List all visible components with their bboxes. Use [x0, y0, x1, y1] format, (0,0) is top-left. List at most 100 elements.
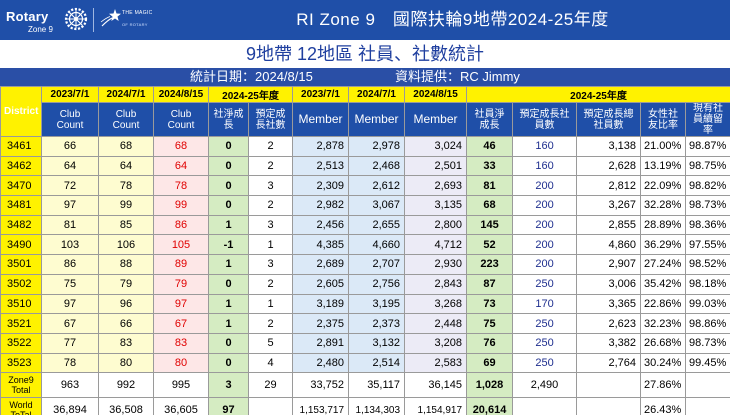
- retention-rate: 98.87%: [685, 136, 730, 157]
- member-2023: 2,878: [292, 136, 350, 157]
- total-label-line: World: [9, 400, 33, 411]
- club-count-2024-08: 89: [153, 254, 209, 275]
- club-count-2023: 86: [41, 254, 99, 275]
- member-growth-total: 3,267: [576, 195, 642, 216]
- member-2024-08: 3,268: [404, 293, 468, 315]
- total-member-2024-07: 1,134,303: [348, 397, 406, 415]
- member-2024-07: 2,655: [348, 214, 406, 236]
- total-member-goal-total: [576, 397, 642, 415]
- header-date: 2024/7/1: [348, 86, 406, 103]
- member-2023: 2,513: [292, 155, 350, 177]
- table-row: 3501 86 88 89 1 3 2,689 2,707 2,930 223 200 2,907 27…: [0, 254, 730, 275]
- header-row-columns: Club Count Club Count Club Count 社淨成長 預定…: [1, 102, 730, 137]
- retention-rate: 98.73%: [685, 332, 730, 354]
- member-2023: 2,689: [292, 254, 350, 275]
- female-ratio: 21.00%: [640, 136, 687, 157]
- total-club-2024-07: 36,508: [98, 397, 154, 415]
- club-count-2023: 103: [41, 234, 99, 256]
- total-member-net: 20,614: [466, 397, 514, 415]
- member-net-growth: 68: [466, 195, 514, 216]
- total-row: Zone9 Total 963 992 995 3 29 33,752 35,117 36,145…: [0, 372, 730, 399]
- member-2024-07: 2,978: [348, 136, 406, 157]
- club-count-2024-08: 83: [153, 332, 209, 354]
- female-ratio: 28.89%: [640, 214, 687, 236]
- member-growth-goal: 200: [512, 254, 578, 275]
- retention-rate: 98.36%: [685, 214, 730, 236]
- total-retention: [685, 397, 730, 415]
- member-2024-08: 2,693: [404, 175, 468, 197]
- member-net-growth: 223: [466, 254, 514, 275]
- member-2024-07: 2,468: [348, 155, 406, 177]
- column-header: 社淨成長: [208, 102, 249, 137]
- total-female-ratio: 26.43%: [640, 397, 687, 415]
- member-growth-goal: 170: [512, 293, 578, 315]
- club-count-2024-08: 67: [153, 313, 209, 334]
- club-count-2024-08: 79: [153, 273, 209, 295]
- member-2024-08: 2,930: [404, 254, 468, 275]
- member-growth-total: 3,138: [576, 136, 642, 157]
- retention-rate: 99.03%: [685, 293, 730, 315]
- club-count-2024-07: 88: [98, 254, 154, 275]
- info-bar: 統計日期：2024/8/15 資料提供：RC Jimmy: [0, 68, 730, 86]
- member-2024-07: 2,612: [348, 175, 406, 197]
- logo-divider: [93, 8, 94, 32]
- district-cell: 3490: [0, 234, 42, 256]
- retention-rate: 98.86%: [685, 313, 730, 334]
- stats-date: 統計日期：2024/8/15: [190, 69, 313, 84]
- column-header: 女性社友比率: [640, 102, 687, 137]
- member-growth-total: 3,365: [576, 293, 642, 315]
- club-count-2023: 81: [41, 214, 99, 236]
- member-2024-08: 2,448: [404, 313, 468, 334]
- member-net-growth: 87: [466, 273, 514, 295]
- total-label-line: ToTal: [2, 410, 41, 415]
- club-net-growth: 0: [208, 273, 249, 295]
- header-date: 2023/7/1: [292, 86, 350, 103]
- member-growth-goal: 200: [512, 214, 578, 236]
- club-net-growth: 0: [208, 332, 249, 354]
- club-count-2024-07: 66: [98, 313, 154, 334]
- magic-of-rotary-logo: THE MAGIC OF ROTARY: [98, 4, 158, 36]
- club-growth-goal: 3: [247, 175, 294, 197]
- member-net-growth: 75: [466, 313, 514, 334]
- club-count-2024-08: 80: [153, 352, 209, 374]
- district-cell: 3523: [0, 352, 42, 374]
- member-growth-total: 2,623: [576, 313, 642, 334]
- total-club-2024-07: 992: [98, 372, 154, 399]
- member-2024-08: 2,583: [404, 352, 468, 374]
- female-ratio: 30.24%: [640, 352, 687, 374]
- member-2024-07: 3,067: [348, 195, 406, 216]
- table-row: 3461 66 68 68 0 2 2,878 2,978 3,024 46 160 3,138 21.…: [0, 136, 730, 157]
- female-ratio: 22.86%: [640, 293, 687, 315]
- club-count-2024-08: 97: [153, 293, 209, 315]
- club-count-2024-07: 80: [98, 352, 154, 374]
- column-header: Member: [348, 102, 406, 137]
- table-row: 3522 77 83 83 0 5 2,891 3,132 3,208 76 250 3,382 26.…: [0, 332, 730, 354]
- total-member-2024-08: 1,154,917: [404, 397, 468, 415]
- page-subtitle: 9地帶 12地區 社員、社數統計: [0, 40, 730, 68]
- club-net-growth: 1: [208, 214, 249, 236]
- member-growth-total: 2,812: [576, 175, 642, 197]
- table-row: 3462 64 64 64 0 2 2,513 2,468 2,501 33 160 2,628 13.…: [0, 155, 730, 177]
- club-count-2024-07: 78: [98, 175, 154, 197]
- district-cell: 3482: [0, 214, 42, 236]
- club-growth-goal: 5: [247, 332, 294, 354]
- member-growth-goal: 250: [512, 313, 578, 334]
- column-header: 現有社員續留率: [685, 102, 730, 137]
- member-net-growth: 46: [466, 136, 514, 157]
- district-cell: 3502: [0, 273, 42, 295]
- member-2023: 2,891: [292, 332, 350, 354]
- rotary-wheel-icon: [64, 7, 88, 31]
- column-header: Club Count: [153, 102, 209, 137]
- header-date: 2023/7/1: [41, 86, 99, 103]
- total-member-goal: [512, 397, 578, 415]
- club-count-2023: 64: [41, 155, 99, 177]
- total-member-2023: 33,752: [292, 372, 350, 399]
- column-header: 預定成長社數: [247, 102, 294, 137]
- stats-table: District 2023/7/1 2024/7/1 2024/8/15 202…: [0, 86, 730, 415]
- club-count-2023: 67: [41, 313, 99, 334]
- member-2023: 2,982: [292, 195, 350, 216]
- total-club-2024-08: 36,605: [153, 397, 209, 415]
- club-net-growth: 0: [208, 136, 249, 157]
- member-net-growth: 33: [466, 155, 514, 177]
